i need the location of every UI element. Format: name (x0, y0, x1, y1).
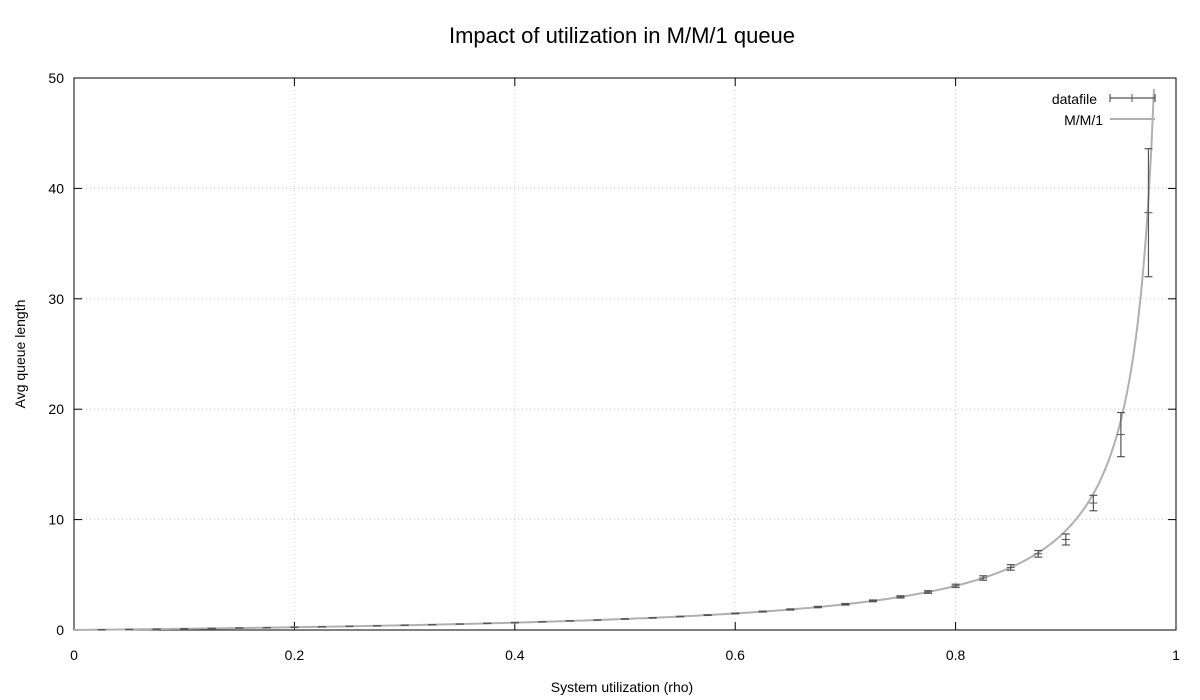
x-tick-label: 1 (1172, 647, 1180, 663)
y-tick-label: 40 (48, 180, 64, 196)
data-point (1089, 494, 1098, 512)
x-tick-label: 0 (70, 647, 78, 663)
x-tick-label: 0.2 (285, 647, 305, 663)
data-point (703, 614, 712, 617)
model-line-group (73, 88, 1155, 631)
x-tick-label: 0.8 (946, 647, 966, 663)
x-tick-label: 0.4 (505, 647, 525, 663)
plot-frame (73, 77, 1177, 631)
data-point (924, 590, 933, 594)
data-point (1006, 564, 1015, 571)
y-tick-label: 0 (56, 622, 64, 638)
data-point (979, 575, 988, 581)
data-point (896, 595, 905, 599)
legend-swatches (1109, 94, 1156, 120)
y-tick-label: 20 (48, 401, 64, 417)
legend-label-datafile: datafile (1052, 91, 1097, 107)
y-tick-label: 30 (48, 291, 64, 307)
model-line (73, 88, 1155, 631)
data-point (951, 583, 960, 589)
legend-label-mm1: M/M/1 (1064, 112, 1103, 128)
x-tick-label: 0.6 (725, 647, 745, 663)
data-point (841, 602, 850, 606)
data-point (1034, 549, 1043, 558)
data-point (1061, 533, 1070, 546)
y-tick-label: 10 (48, 512, 64, 528)
data-point (731, 612, 740, 615)
data-point (868, 599, 877, 603)
data-point (786, 608, 795, 611)
data-point (1144, 148, 1153, 278)
grid-lines (74, 78, 1176, 630)
chart-title: Impact of utilization in M/M/1 queue (449, 23, 795, 48)
data-point (758, 610, 767, 613)
errorbar-group (97, 148, 1153, 631)
y-axis-label: Avg queue length (12, 300, 28, 409)
data-point (813, 605, 822, 609)
data-point (1116, 411, 1125, 458)
x-axis-label: System utilization (rho) (551, 679, 693, 695)
y-tick-label: 50 (48, 70, 64, 86)
legend: datafile M/M/1 (1052, 91, 1156, 128)
